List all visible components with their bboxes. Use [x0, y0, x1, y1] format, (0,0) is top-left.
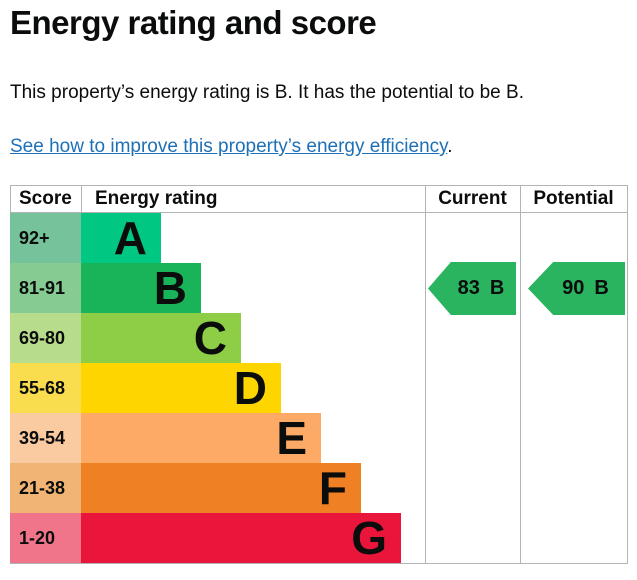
band-letter-a: A [113, 212, 147, 264]
rating-summary-text: This property’s energy rating is B. It h… [10, 82, 524, 103]
band-row-b: 81-91 B [10, 263, 628, 313]
potential-score-value: 90 [562, 277, 585, 299]
band-letter-g: G [351, 512, 387, 564]
header-potential: Potential [533, 188, 614, 209]
potential-rating-letter: B [594, 277, 609, 299]
table-right-border [627, 185, 628, 563]
divider-score-rating [81, 185, 82, 213]
score-range-d: 55-68 [10, 363, 81, 413]
band-bar-d: D [81, 363, 281, 413]
epc-rating-chart: Score Energy rating Current Potential 92… [10, 185, 628, 564]
band-row-c: 69-80 C [10, 313, 628, 363]
band-letter-f: F [318, 462, 347, 514]
divider-rating-current [425, 185, 426, 563]
band-row-e: 39-54 E [10, 413, 628, 463]
band-bar-g: G [81, 513, 401, 563]
band-row-d: 55-68 D [10, 363, 628, 413]
current-score-value: 83 [457, 277, 480, 299]
score-range-a: 92+ [10, 213, 81, 263]
header-energy-rating: Energy rating [95, 188, 218, 209]
page-title: Energy rating and score [10, 4, 377, 41]
band-letter-c: C [193, 312, 227, 364]
score-range-f: 21-38 [10, 463, 81, 513]
band-letter-e: E [276, 412, 307, 464]
band-row-g: 1-20 G [10, 513, 628, 563]
band-bar-f: F [81, 463, 361, 513]
header-left-border [10, 185, 11, 213]
link-period: . [447, 136, 453, 157]
score-range-e: 39-54 [10, 413, 81, 463]
epc-table-header: Score Energy rating Current Potential [10, 185, 628, 213]
score-range-g: 1-20 [10, 513, 81, 563]
epc-band-rows: 92+ A 81-91 B 69-80 C 55-68 D 39-54 E 21… [10, 213, 628, 563]
header-score: Score [19, 188, 72, 209]
score-range-b: 81-91 [10, 263, 81, 313]
band-letter-b: B [153, 262, 187, 314]
band-row-f: 21-38 F [10, 463, 628, 513]
divider-current-potential [520, 185, 521, 563]
improve-link-line: See how to improve this property’s energ… [10, 134, 453, 159]
header-current: Current [438, 188, 507, 209]
band-bar-b: B [81, 263, 201, 313]
band-bar-c: C [81, 313, 241, 363]
band-bar-a: A [81, 213, 161, 263]
score-range-c: 69-80 [10, 313, 81, 363]
band-row-a: 92+ A [10, 213, 628, 263]
improve-efficiency-link[interactable]: See how to improve this property’s energ… [10, 136, 448, 157]
band-bar-e: E [81, 413, 321, 463]
band-letter-d: D [233, 362, 267, 414]
current-rating-letter: B [489, 277, 505, 299]
